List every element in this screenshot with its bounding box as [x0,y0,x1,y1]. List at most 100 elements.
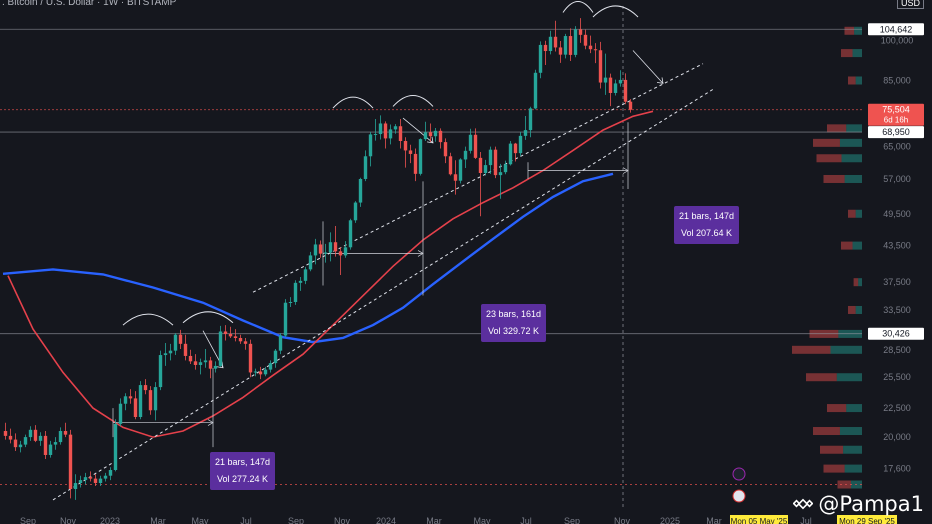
candle-body[interactable] [43,435,48,455]
candle-body[interactable] [3,431,8,436]
candle-body[interactable] [28,429,33,438]
candle-body[interactable] [618,79,623,84]
candle-body[interactable] [168,350,173,354]
candle-body[interactable] [308,255,313,270]
candle-body[interactable] [298,280,303,283]
candle-body[interactable] [488,149,493,166]
candle-body[interactable] [138,385,143,417]
candle-body[interactable] [498,172,503,176]
candle-body[interactable] [8,435,13,440]
candle-body[interactable] [243,341,248,344]
candle-body[interactable] [113,423,118,471]
candle-body[interactable] [18,444,23,448]
candle-body[interactable] [528,108,533,131]
candle-body[interactable] [393,126,398,130]
candle-body[interactable] [38,435,43,441]
candle-body[interactable] [628,101,633,110]
candle-body[interactable] [98,478,103,484]
candle-body[interactable] [178,334,183,344]
candle-body[interactable] [558,47,563,55]
candle-body[interactable] [258,371,263,375]
candle-body[interactable] [283,302,288,336]
candle-body[interactable] [193,361,198,365]
candle-body[interactable] [463,150,468,160]
candle-body[interactable] [588,45,593,50]
candle-body[interactable] [313,244,318,256]
candle-body[interactable] [503,164,508,173]
candle-body[interactable] [563,36,568,55]
price-label-box[interactable] [868,327,924,340]
candle-body[interactable] [48,444,53,455]
candle-body[interactable] [73,483,78,490]
candle-body[interactable] [53,442,58,445]
candle-body[interactable] [328,242,333,253]
candle-body[interactable] [553,36,558,48]
candle-body[interactable] [173,334,178,351]
candle-body[interactable] [358,178,363,203]
candle-body[interactable] [573,29,578,55]
candle-body[interactable] [368,134,373,157]
candle-body[interactable] [513,143,518,154]
candle-body[interactable] [608,77,613,93]
candle-body[interactable] [278,335,283,351]
candle-body[interactable] [568,36,573,55]
candle-body[interactable] [218,331,223,366]
candle-body[interactable] [238,337,243,342]
candle-body[interactable] [443,142,448,157]
candle-body[interactable] [233,336,238,338]
candle-body[interactable] [578,29,583,35]
candle-body[interactable] [88,477,93,479]
top-arc[interactable] [392,94,434,107]
candle-body[interactable] [373,134,378,136]
candle-body[interactable] [473,134,478,158]
down-arrow[interactable] [632,50,664,84]
candle-body[interactable] [223,331,228,334]
candle-body[interactable] [493,149,498,176]
candle-body[interactable] [78,480,83,484]
candle-body[interactable] [448,156,453,175]
candle-body[interactable] [603,77,608,83]
down-arrow[interactable] [402,117,434,144]
price-label-box[interactable] [868,103,924,126]
candle-body[interactable] [153,387,158,411]
candle-body[interactable] [228,333,233,337]
candle-body[interactable] [128,396,133,399]
candle-body[interactable] [398,126,403,141]
candle-body[interactable] [118,403,123,424]
candle-body[interactable] [338,251,343,256]
candle-body[interactable] [348,220,353,248]
candle-body[interactable] [533,72,538,109]
price-label-box[interactable] [868,126,924,139]
candle-body[interactable] [318,244,323,254]
candle-body[interactable] [483,165,488,174]
candle-body[interactable] [458,159,463,181]
candle-body[interactable] [613,83,618,93]
candle-body[interactable] [63,431,68,435]
moving-average-blue[interactable] [2,172,614,344]
date-tag-box[interactable] [730,515,788,524]
candle-body[interactable] [518,135,523,154]
candle-body[interactable] [158,355,163,388]
date-tag-box[interactable] [837,515,897,524]
candle-body[interactable] [343,247,348,256]
top-arc[interactable] [562,1,594,13]
top-arc[interactable] [122,313,174,326]
top-arc[interactable] [332,96,374,109]
candle-body[interactable] [333,242,338,252]
candle-body[interactable] [33,429,38,441]
candle-body[interactable] [423,132,428,140]
candle-body[interactable] [323,252,328,254]
candle-body[interactable] [478,157,483,174]
candle-body[interactable] [428,132,433,137]
trend-line[interactable] [252,63,704,293]
candle-body[interactable] [263,369,268,375]
candle-body[interactable] [418,139,423,174]
candle-body[interactable] [403,140,408,151]
candle-body[interactable] [133,398,138,417]
candle-body[interactable] [23,437,28,445]
currency-badge[interactable]: USD [896,0,924,9]
top-arc[interactable] [592,5,639,18]
candle-body[interactable] [408,150,413,154]
candle-body[interactable] [108,470,113,476]
